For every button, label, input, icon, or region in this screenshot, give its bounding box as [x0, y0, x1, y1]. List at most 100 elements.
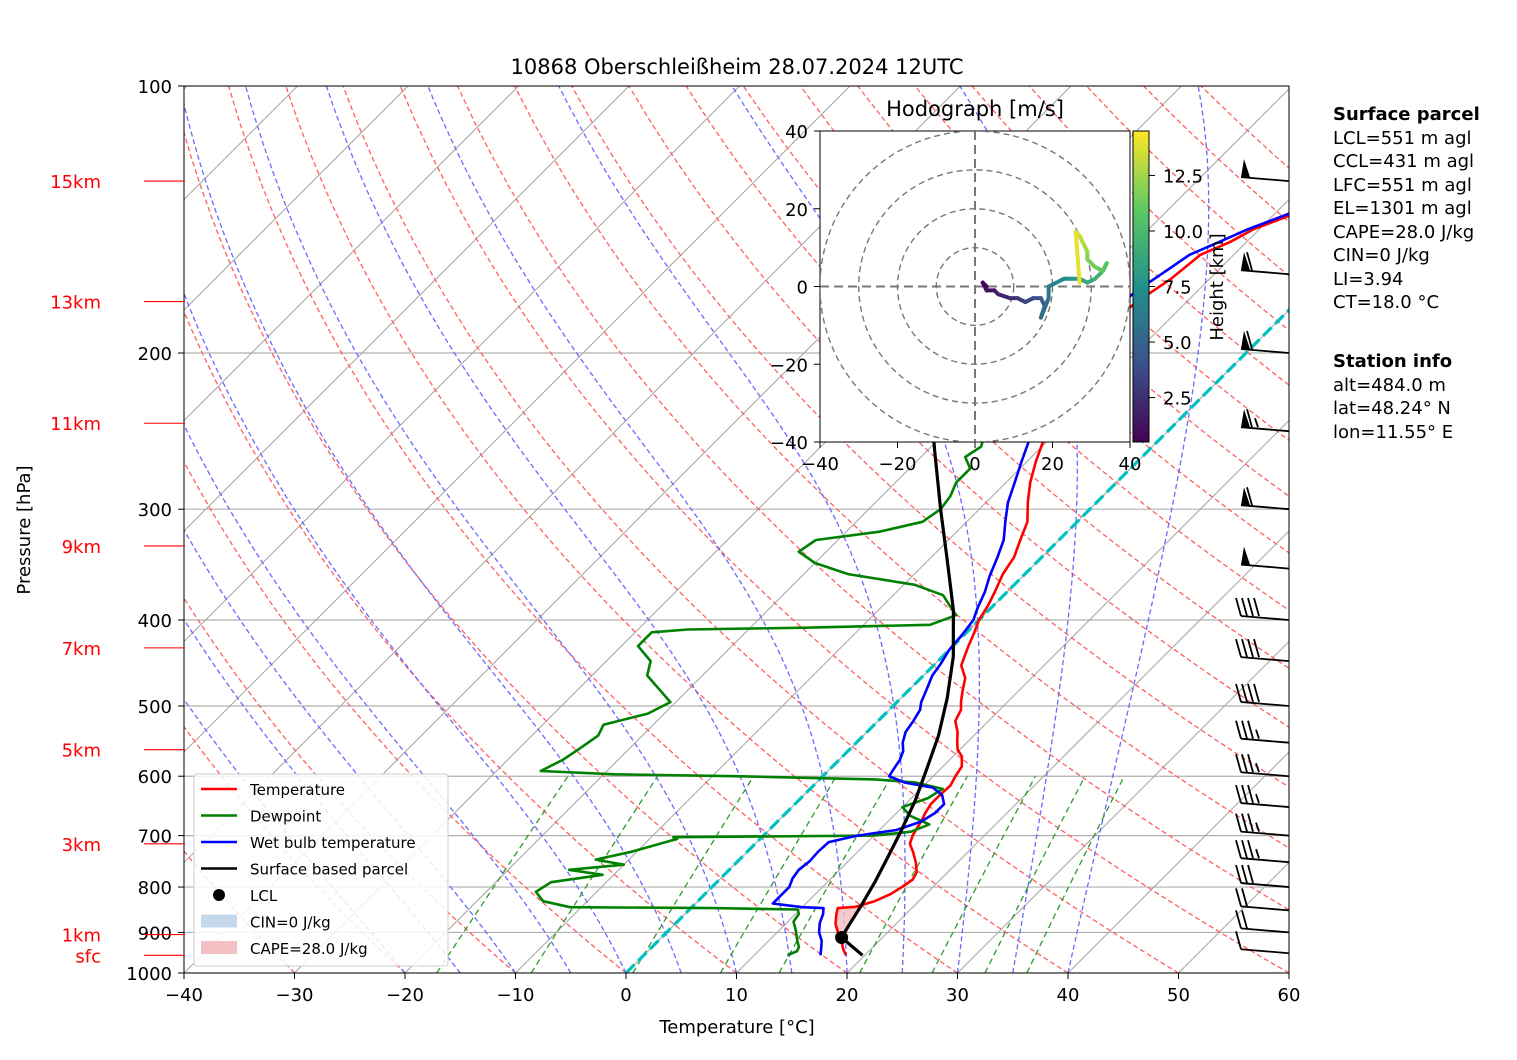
hodograph-segment	[1073, 230, 1082, 285]
wind-barb	[1235, 839, 1290, 864]
y-tick-label: 900	[138, 923, 172, 944]
dry-adiabat	[285, 86, 1069, 973]
chart-title: 10868 Oberschleißheim 28.07.2024 12UTC	[511, 55, 964, 79]
colorbar	[1132, 130, 1150, 443]
surface-parcel-line: CT=18.0 °C	[1333, 292, 1440, 313]
legend-swatch	[201, 941, 237, 954]
x-tick-label: −30	[276, 985, 314, 1006]
hodograph-x-tick-label: 0	[969, 454, 980, 475]
dry-adiabat	[342, 86, 1179, 973]
height-label: 3km	[62, 835, 101, 856]
y-tick-label: 500	[138, 697, 172, 718]
mixing-ratio-line	[931, 775, 1036, 973]
legend-label: Surface based parcel	[250, 861, 408, 879]
hodograph-y-tick-label: 0	[797, 278, 808, 299]
hodograph-x-tick-label: −40	[801, 454, 839, 475]
isotherm	[184, 86, 630, 532]
mixing-ratio-line	[719, 775, 837, 973]
legend-label: Dewpoint	[250, 808, 321, 826]
mixing-ratio-line	[436, 775, 569, 973]
isotherm	[1067, 751, 1289, 973]
x-tick-label: 30	[946, 985, 969, 1006]
hodograph: −40 −20 0 20 40 −40 −20 0 20 40 2.5 5.0 7.5 10.0 12.5 H…	[770, 122, 1228, 475]
hodograph-segment	[996, 292, 1012, 301]
surface-parcel-line: LI=3.94	[1333, 268, 1404, 290]
legend: Temperature Dewpoint Wet bulb temperature S…	[193, 773, 449, 967]
surface-parcel-heading: Surface parcel	[1333, 104, 1480, 125]
dry-adiabat	[184, 597, 516, 973]
x-axis-label: Temperature [°C]	[658, 1017, 814, 1038]
wind-barb	[1235, 683, 1290, 707]
hodograph-plot-area	[820, 131, 1130, 442]
moist-adiabat	[558, 86, 906, 973]
wind-barb	[1240, 159, 1290, 182]
moist-adiabat	[427, 86, 848, 973]
y-tick-label: 600	[138, 767, 172, 788]
dry-adiabat	[184, 130, 848, 973]
dry-adiabat	[184, 460, 627, 973]
freezing-isotherm	[624, 307, 1289, 973]
hodograph-x-tick-label: 20	[1041, 454, 1064, 475]
moist-adiabat	[244, 86, 738, 973]
y-tick-label: 400	[138, 611, 172, 632]
colorbar-tick-label: 10.0	[1163, 222, 1203, 243]
isotherm	[184, 86, 740, 643]
isotherm	[957, 640, 1289, 973]
wind-barb	[1235, 910, 1290, 934]
wind-barb	[1240, 486, 1290, 511]
mixing-ratio-line	[632, 775, 755, 973]
hodograph-segment	[1038, 296, 1051, 320]
wind-barb	[1240, 330, 1290, 354]
y-tick-label: 100	[138, 77, 172, 98]
height-label: 9km	[62, 537, 101, 558]
mixing-ratio-line	[1026, 775, 1125, 973]
mixing-ratio-line	[984, 775, 1086, 973]
legend-swatch	[201, 914, 237, 928]
mixing-ratio-line	[859, 775, 968, 973]
y-tick-label: 200	[138, 344, 172, 365]
surface-parcel-line: LCL=551 m agl	[1333, 127, 1472, 149]
x-tick-label: 60	[1278, 985, 1301, 1006]
wind-barb	[1235, 638, 1290, 662]
surface-parcel-line: EL=1301 m agl	[1333, 198, 1472, 219]
mixing-ratio-line	[778, 775, 893, 973]
height-label: 5km	[62, 741, 101, 762]
wind-barb	[1235, 784, 1290, 808]
moist-adiabat	[184, 101, 682, 973]
legend-box	[193, 773, 449, 967]
wind-barb	[1235, 864, 1290, 888]
moist-adiabat	[184, 423, 572, 973]
legend-swatch	[213, 889, 225, 901]
x-tick-label: −40	[165, 985, 203, 1006]
height-label: 11km	[50, 414, 101, 435]
station-info-line: lat=48.24° N	[1333, 398, 1451, 419]
y-tick-label: 300	[138, 500, 172, 521]
legend-label: Temperature	[249, 781, 345, 799]
legend-label: CAPE=28.0 J/kg	[250, 940, 368, 958]
wind-barb	[1235, 813, 1290, 837]
wind-barbs	[1235, 159, 1290, 955]
hodograph-y-tick-label: 40	[785, 122, 808, 143]
hodograph-y-tick-label: −40	[770, 433, 808, 454]
x-tick-label: −20	[386, 985, 424, 1006]
lcl-marker	[835, 931, 849, 945]
hodograph-y-tick-label: −20	[770, 355, 808, 376]
colorbar-tick-label: 12.5	[1163, 166, 1203, 187]
y-tick-label: 800	[138, 878, 172, 899]
moist-adiabat	[1067, 86, 1210, 973]
hodograph-title: Hodograph [m/s]	[886, 97, 1064, 121]
surface-parcel-line: CCL=431 m agl	[1333, 151, 1475, 172]
dry-adiabat	[456, 86, 1289, 911]
surface-parcel-panel: Surface parcel LCL=551 m agl CCL=431 m a…	[1333, 103, 1480, 315]
height-label: sfc	[75, 946, 101, 967]
wind-barb	[1235, 753, 1290, 778]
wind-barb	[1240, 408, 1290, 433]
x-tick-label: 20	[836, 985, 859, 1006]
surface-parcel-line: CAPE=28.0 J/kg	[1333, 221, 1475, 243]
surface-parcel-line: LFC=551 m agl	[1333, 174, 1472, 196]
wind-barb	[1235, 597, 1290, 621]
x-tick-label: 0	[620, 985, 631, 1006]
x-tick-label: −10	[497, 985, 535, 1006]
legend-label: CIN=0 J/kg	[250, 914, 331, 932]
colorbar-tick-label: 5.0	[1163, 333, 1192, 354]
